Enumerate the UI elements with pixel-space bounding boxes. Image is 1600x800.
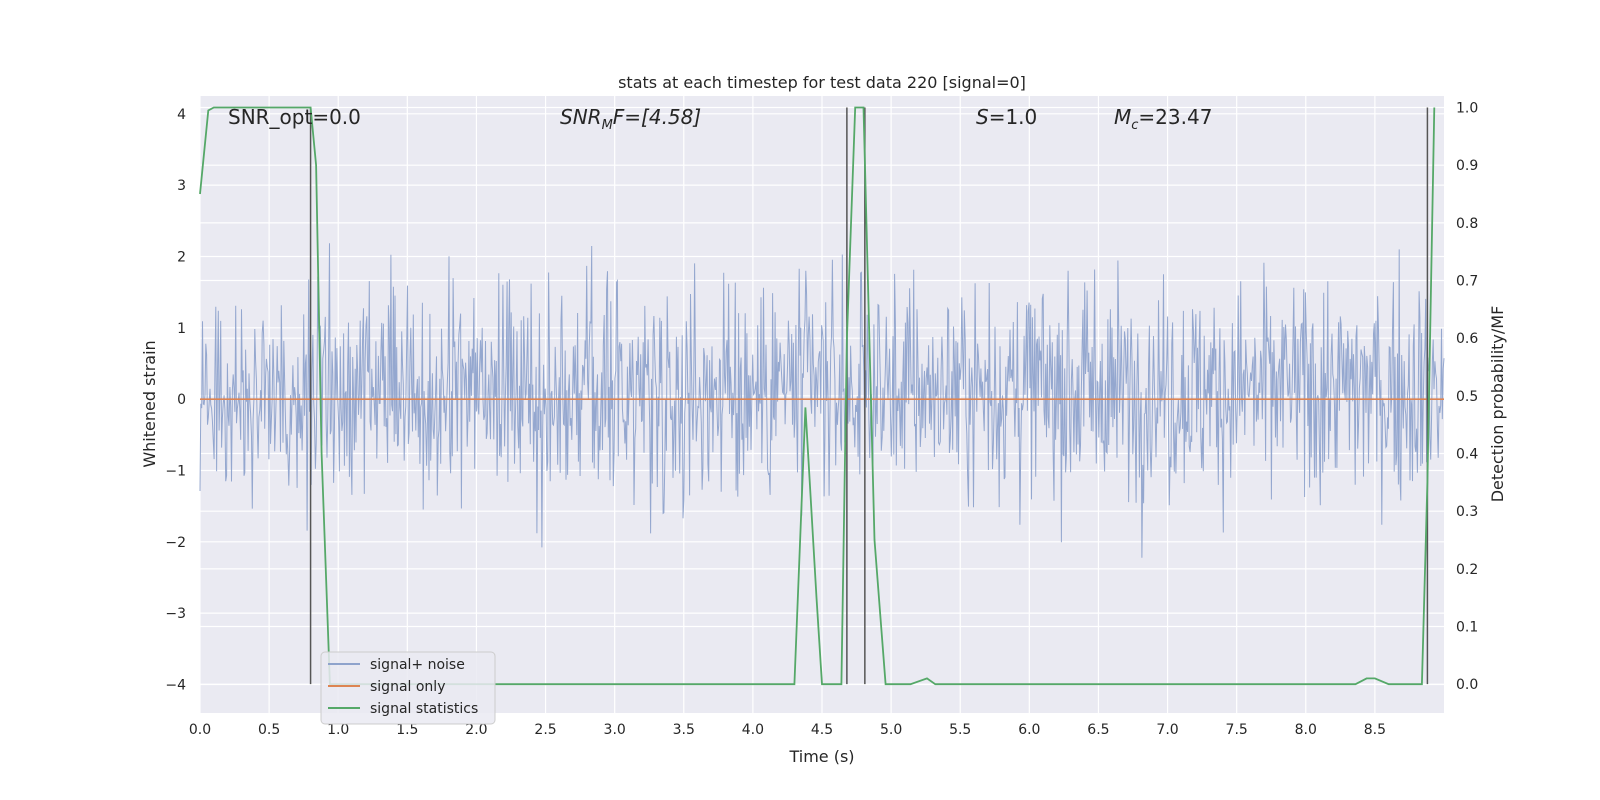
legend-label-signal-statistics: signal statistics <box>370 701 478 717</box>
y-tick-label: 4 <box>177 107 186 123</box>
y-tick-label: −1 <box>165 463 186 479</box>
y-right-tick-label: 0.2 <box>1456 562 1478 578</box>
signal-statistics-line <box>199 106 1436 686</box>
x-tick-label: 5.0 <box>880 722 902 738</box>
x-tick-label: 0.5 <box>258 722 280 738</box>
x-tick-label: 4.0 <box>742 722 764 738</box>
y-right-tick-label: 0.7 <box>1456 274 1478 290</box>
series-signal-statistics <box>199 106 1436 686</box>
legend-box <box>320 651 496 725</box>
legend-label-signal-noise: signal+ noise <box>370 657 465 673</box>
annotation-snr-opt: SNR_opt=0.0 <box>228 105 361 129</box>
y-tick-label: −2 <box>165 535 186 551</box>
x-tick-label: 7.0 <box>1156 722 1178 738</box>
y-tick-label: 1 <box>177 321 186 337</box>
legend: signal+ noise signal only signal statist… <box>320 651 496 725</box>
annotation-mc: Mc=23.47 <box>1114 105 1212 133</box>
y-right-tick-label: 0.0 <box>1456 677 1478 693</box>
x-tick-label: 8.0 <box>1295 722 1317 738</box>
x-tick-label: 3.0 <box>604 722 626 738</box>
y-tick-label: 2 <box>177 249 186 265</box>
x-tick-label: 1.5 <box>396 722 418 738</box>
y-right-tick-label: 0.5 <box>1456 389 1478 405</box>
x-tick-label: 1.0 <box>327 722 349 738</box>
y-tick-label: −3 <box>165 606 186 622</box>
series-signal-noise <box>199 243 1445 558</box>
x-tick-label: 4.5 <box>811 722 833 738</box>
y-axis-label: Whitened strain <box>140 340 159 467</box>
legend-label-signal-only: signal only <box>370 679 445 695</box>
annotation-snr-mf: SNRMF=[4.58] <box>560 105 701 133</box>
x-tick-label: 2.5 <box>534 722 556 738</box>
y-right-tick-label: 0.1 <box>1456 620 1478 636</box>
x-tick-label: 7.5 <box>1226 722 1248 738</box>
x-tick-label: 6.0 <box>1018 722 1040 738</box>
x-tick-label: 0.0 <box>189 722 211 738</box>
x-axis-ticks: 0.0 0.5 1.0 1.5 2.0 2.5 3.0 3.5 4.0 4.5 5.0 5.5 6.0 6… <box>189 722 1386 738</box>
y-tick-label: 3 <box>177 178 186 194</box>
y-tick-label: 0 <box>177 392 186 408</box>
x-tick-label: 3.5 <box>673 722 695 738</box>
signal-noise-line <box>199 243 1445 558</box>
y-right-tick-label: 0.9 <box>1456 158 1478 174</box>
x-tick-label: 5.5 <box>949 722 971 738</box>
y-right-tick-label: 1.0 <box>1456 101 1478 117</box>
annotation-s: S=1.0 <box>976 105 1037 129</box>
y-tick-label: −4 <box>165 677 186 693</box>
chart-title: stats at each timestep for test data 220… <box>618 73 1026 92</box>
y-right-axis-label: Detection probability/MF <box>1488 306 1507 503</box>
y-right-axis-ticks: 1.0 0.9 0.8 0.7 0.6 0.5 0.4 0.3 0.2 0.1 0.0 <box>1456 101 1478 694</box>
y-right-tick-label: 0.8 <box>1456 216 1478 232</box>
y-right-tick-label: 0.3 <box>1456 504 1478 520</box>
y-right-tick-label: 0.6 <box>1456 331 1478 347</box>
y-axis-ticks: 4 3 2 1 0 −1 −2 −3 −4 <box>165 107 186 694</box>
y-right-tick-label: 0.4 <box>1456 447 1478 463</box>
x-tick-label: 2.0 <box>465 722 487 738</box>
x-tick-label: 6.5 <box>1087 722 1109 738</box>
x-tick-label: 8.5 <box>1364 722 1386 738</box>
x-axis-label: Time (s) <box>788 747 854 766</box>
